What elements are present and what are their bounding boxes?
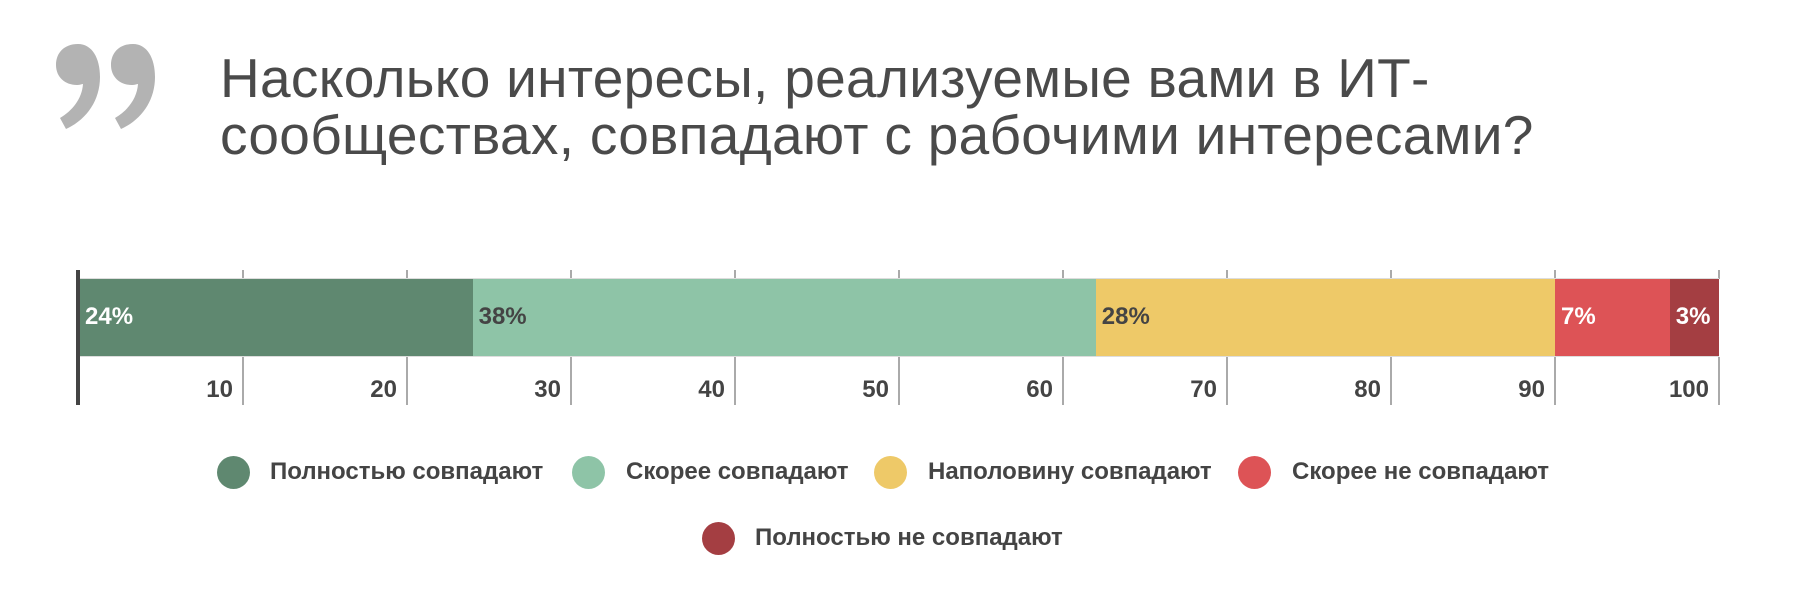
segment-label: 3% <box>1675 303 1711 330</box>
legend-label: Полностью не совпадают <box>755 524 1063 551</box>
tick-10-bottom <box>242 357 244 405</box>
legend-label: Полностью совпадают <box>270 458 544 485</box>
tick-70-top <box>1226 270 1228 279</box>
legend-label: Наполовину совпадают <box>928 458 1212 485</box>
segment-label: 24% <box>85 303 134 330</box>
title-line-1: Насколько интересы, реализуемые вами в И… <box>220 47 1430 109</box>
tick-20-top <box>406 270 408 279</box>
legend-item-fully-match[interactable]: Полностью совпадают <box>217 455 543 489</box>
tick-60-bottom <box>1062 357 1064 405</box>
title-line-2: сообществах, совпадают с рабочими интере… <box>220 104 1534 166</box>
quote-close-icon <box>56 44 155 129</box>
legend-dot-icon <box>217 455 250 489</box>
tick-60-top <box>1062 270 1064 279</box>
legend-label: Скорее совпадают <box>626 458 849 485</box>
tick-30-bottom <box>570 357 572 405</box>
legend-dot-icon <box>572 455 605 489</box>
legend-dot-icon <box>702 521 735 555</box>
tick-90-top <box>1554 270 1556 279</box>
tick-label: 30 <box>534 376 561 403</box>
tick-100-top <box>1718 270 1720 279</box>
tick-80-bottom <box>1390 357 1392 405</box>
tick-100-bottom <box>1718 357 1720 405</box>
legend-item-not-match[interactable]: Полностью не совпадают <box>702 521 1063 555</box>
bar-segment-half-match: 28% <box>1095 279 1555 356</box>
stacked-bar: 24% 38% 28% 7% 3% <box>79 278 1719 357</box>
tick-label: 50 <box>862 376 889 403</box>
tick-90-bottom <box>1554 357 1556 405</box>
tick-label: 20 <box>370 376 397 403</box>
legend-label: Скорее не совпадают <box>1292 458 1550 485</box>
tick-label: 80 <box>1354 376 1381 403</box>
bar-segment-rather-not-match: 7% <box>1554 279 1670 356</box>
tick-50-bottom <box>898 357 900 405</box>
legend-item-rather-not-match[interactable]: Скорее не совпадают <box>1238 455 1549 489</box>
segment-label: 38% <box>478 303 527 330</box>
tick-label: 10 <box>206 376 233 403</box>
segment-label: 28% <box>1101 303 1150 330</box>
tick-50-top <box>898 270 900 279</box>
y-axis-line <box>76 270 80 405</box>
legend-dot-icon <box>1238 455 1271 489</box>
tick-label: 60 <box>1026 376 1053 403</box>
tick-label: 40 <box>698 376 725 403</box>
tick-label: 100 <box>1668 376 1709 403</box>
tick-70-bottom <box>1226 357 1228 405</box>
bar-segment-fully-match: 24% <box>79 279 473 356</box>
tick-label: 90 <box>1518 376 1545 403</box>
tick-30-top <box>570 270 572 279</box>
legend-item-half-match[interactable]: Наполовину совпадают <box>874 455 1212 489</box>
tick-40-bottom <box>734 357 736 405</box>
legend-dot-icon <box>874 455 907 489</box>
tick-10-top <box>242 270 244 279</box>
bar-segment-not-match: 3% <box>1669 279 1719 356</box>
tick-label: 70 <box>1190 376 1217 403</box>
bar-segment-rather-match: 38% <box>472 279 1096 356</box>
tick-40-top <box>734 270 736 279</box>
segment-label: 7% <box>1560 303 1596 330</box>
legend-item-rather-match[interactable]: Скорее совпадают <box>572 455 849 489</box>
tick-80-top <box>1390 270 1392 279</box>
page-title: Насколько интересы, реализуемые вами в И… <box>220 50 1720 164</box>
tick-20-bottom <box>406 357 408 405</box>
